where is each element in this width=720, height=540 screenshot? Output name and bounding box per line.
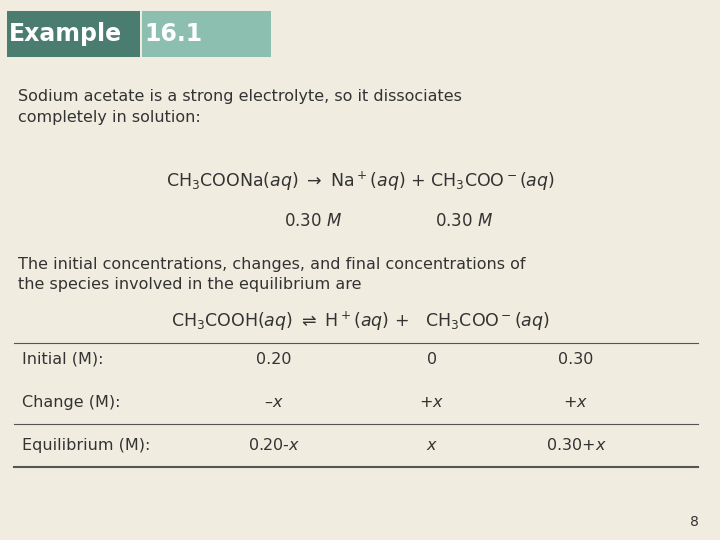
- Text: +$\it{x}$: +$\it{x}$: [420, 395, 444, 410]
- Text: Equilibrium (​M):: Equilibrium (​M):: [22, 438, 150, 453]
- Text: Initial (​M):: Initial (​M):: [22, 352, 103, 367]
- Text: 16.1: 16.1: [144, 22, 202, 46]
- Text: 8: 8: [690, 515, 698, 529]
- Text: Sodium acetate is a strong electrolyte, so it dissociates
completely in solution: Sodium acetate is a strong electrolyte, …: [18, 89, 462, 125]
- Text: CH$_3$COONa($aq$) $\rightarrow$ Na$^+$($aq$) + CH$_3$COO$^-$($aq$): CH$_3$COONa($aq$) $\rightarrow$ Na$^+$($…: [166, 169, 554, 193]
- Text: 0: 0: [427, 352, 437, 367]
- Text: +$\it{x}$: +$\it{x}$: [564, 395, 588, 410]
- Text: 0.20-$\it{x}$: 0.20-$\it{x}$: [248, 437, 300, 454]
- Text: $\it{x}$: $\it{x}$: [426, 438, 438, 453]
- Text: 0.20: 0.20: [256, 352, 292, 367]
- FancyBboxPatch shape: [142, 11, 271, 57]
- Text: 0.30 $M$: 0.30 $M$: [284, 212, 342, 231]
- Text: 0.30+$\it{x}$: 0.30+$\it{x}$: [546, 437, 606, 454]
- Text: The initial concentrations, changes, and final concentrations of
the species inv: The initial concentrations, changes, and…: [18, 256, 526, 293]
- Text: CH$_3$COOH($aq$) $\rightleftharpoons$ H$^+$($aq$) +   CH$_3$COO$^-$($aq$): CH$_3$COOH($aq$) $\rightleftharpoons$ H$…: [171, 309, 549, 333]
- Text: –$\it{x}$: –$\it{x}$: [264, 395, 284, 410]
- Text: 0.30 $M$: 0.30 $M$: [436, 212, 493, 231]
- Text: Change (​M):: Change (​M):: [22, 395, 120, 410]
- Text: 0.30: 0.30: [558, 352, 594, 367]
- Text: Example: Example: [9, 22, 122, 46]
- FancyBboxPatch shape: [7, 11, 140, 57]
